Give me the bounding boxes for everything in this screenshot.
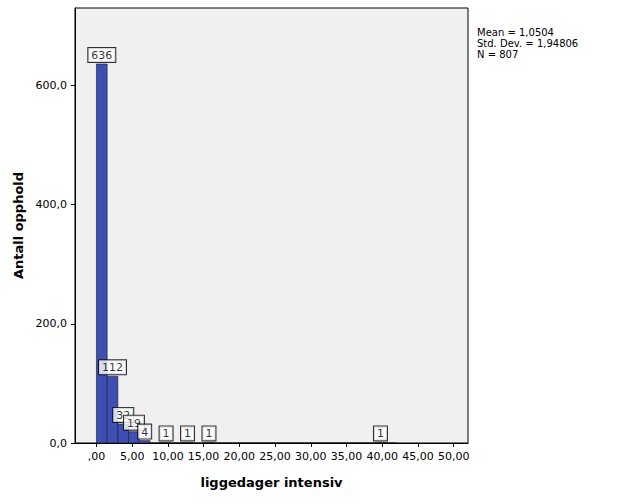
svg-text:636: 636 xyxy=(91,49,112,62)
svg-text:45,00: 45,00 xyxy=(402,450,434,463)
svg-text:30,00: 30,00 xyxy=(295,450,327,463)
svg-text:1: 1 xyxy=(163,427,170,440)
svg-text:N = 807: N = 807 xyxy=(477,49,518,60)
svg-text:1: 1 xyxy=(184,427,191,440)
svg-text:50,00: 50,00 xyxy=(438,450,470,463)
svg-text:Mean = 1,0504: Mean = 1,0504 xyxy=(477,27,554,38)
svg-text:40,00: 40,00 xyxy=(367,450,399,463)
svg-text:400,0: 400,0 xyxy=(36,198,68,211)
svg-text:112: 112 xyxy=(102,361,123,374)
svg-text:5,00: 5,00 xyxy=(120,450,145,463)
svg-text:0,0: 0,0 xyxy=(50,437,68,450)
svg-text:600,0: 600,0 xyxy=(36,79,68,92)
svg-text:35,00: 35,00 xyxy=(331,450,363,463)
svg-text:1: 1 xyxy=(205,427,212,440)
svg-text:1: 1 xyxy=(377,427,384,440)
svg-text:liggedager intensiv: liggedager intensiv xyxy=(200,475,343,490)
svg-text:4: 4 xyxy=(141,426,148,439)
svg-text:10,00: 10,00 xyxy=(152,450,184,463)
svg-text:,00: ,00 xyxy=(88,450,106,463)
svg-text:19: 19 xyxy=(126,416,141,430)
svg-text:Std. Dev. = 1,94806: Std. Dev. = 1,94806 xyxy=(477,38,578,49)
svg-text:20,00: 20,00 xyxy=(224,450,256,463)
svg-text:Antall opphold: Antall opphold xyxy=(11,172,26,279)
svg-text:15,00: 15,00 xyxy=(188,450,220,463)
svg-text:200,0: 200,0 xyxy=(36,317,68,330)
svg-text:25,00: 25,00 xyxy=(259,450,291,463)
